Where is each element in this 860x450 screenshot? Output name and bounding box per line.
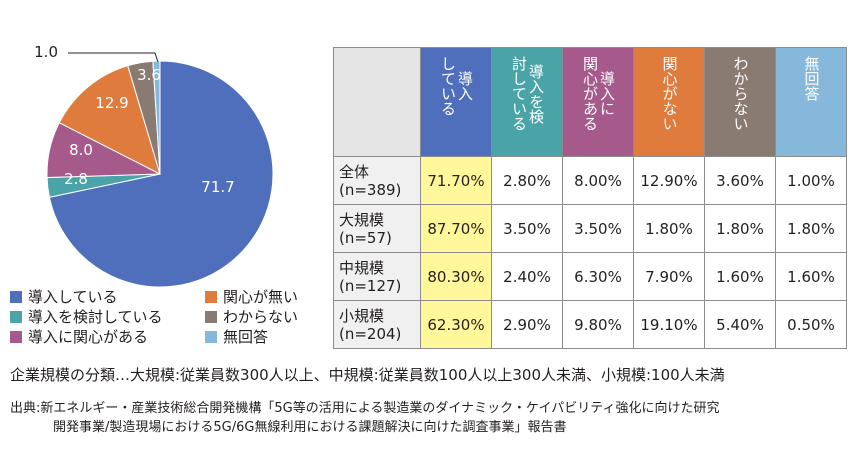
legend-swatch: [10, 331, 22, 343]
table-cell: 19.10%: [633, 300, 705, 349]
pie-chart: 71.7 2.8 8.0 12.9 3.6 1.0: [34, 43, 274, 288]
row-header: 全体 (n=389): [333, 156, 421, 205]
table-cell: 1.80%: [633, 204, 705, 253]
table-cell: 1.60%: [704, 252, 776, 301]
legend-swatch: [205, 291, 217, 303]
legend-label: 導入している: [28, 288, 118, 306]
legend-label: わからない: [223, 308, 299, 326]
table-cell: 87.70%: [420, 204, 492, 253]
table-cell: 3.50%: [491, 204, 563, 253]
table-corner: [333, 47, 421, 157]
pie-data-label-6: 1.0: [34, 43, 58, 61]
legend-swatch: [205, 311, 217, 323]
size-classification-note: 企業規模の分類…大規模:従業員数300人以上、中規模:従業員数100人以上300…: [10, 366, 725, 384]
table-row: 全体 (n=389) 71.70% 2.80% 8.00% 12.90% 3.60% 1.00…: [333, 156, 847, 205]
table-cell: 6.30%: [562, 252, 634, 301]
legend-item-5: 導入に関心がある: [10, 328, 148, 346]
table-cell: 1.60%: [775, 252, 847, 301]
table-cell: 12.90%: [633, 156, 705, 205]
column-header-4: 関心がない: [633, 47, 705, 157]
table-cell: 80.30%: [420, 252, 492, 301]
column-header-6: 無回答: [775, 47, 847, 157]
pie-data-label-2: 2.8: [64, 170, 88, 188]
table-cell: 62.30%: [420, 300, 492, 349]
table-cell: 1.80%: [775, 204, 847, 253]
pie-data-label-1: 71.7: [201, 178, 234, 196]
table-cell: 0.50%: [775, 300, 847, 349]
legend-item-1: 導入している: [10, 288, 118, 306]
row-header: 中規模 (n=127): [333, 252, 421, 301]
table-cell: 2.90%: [491, 300, 563, 349]
legend-swatch: [10, 311, 22, 323]
pie-data-label-3: 8.0: [69, 141, 93, 159]
table-cell: 71.70%: [420, 156, 492, 205]
table-cell: 2.80%: [491, 156, 563, 205]
row-header: 大規模 (n=57): [333, 204, 421, 253]
table-row: 小規模 (n=204) 62.30% 2.90% 9.80% 19.10% 5.40% 0.5…: [333, 300, 847, 349]
table-cell: 7.90%: [633, 252, 705, 301]
row-header: 小規模 (n=204): [333, 300, 421, 349]
pie-slice-4: [58, 65, 161, 175]
survey-table: 導入 している 導入を検 討している 導入に 関心がある 関心がない わからない 無回答 …: [333, 47, 847, 349]
legend-item-6: 無回答: [205, 328, 268, 346]
legend-label: 導入に関心がある: [28, 328, 149, 346]
table-row: 大規模 (n=57) 87.70% 3.50% 3.50% 1.80% 1.80% 1.80%: [333, 204, 847, 253]
table-cell: 3.50%: [562, 204, 634, 253]
column-header-3: 導入に 関心がある: [562, 47, 634, 157]
table-cell: 1.00%: [775, 156, 847, 205]
table-cell: 3.60%: [704, 156, 776, 205]
pie-slice-1: [48, 60, 274, 288]
legend-label: 無回答: [223, 328, 269, 346]
legend-swatch: [205, 331, 217, 343]
column-header-5: わからない: [704, 47, 776, 157]
legend-label: 関心が無い: [223, 288, 299, 306]
source-citation: 出典:新エネルギー・産業技術総合開発機構「5G等の活用による製造業のダイナミック…: [10, 399, 720, 437]
legend-swatch: [10, 291, 22, 303]
legend-item-2: 関心が無い: [205, 288, 298, 306]
pie-slice-6: [152, 60, 161, 175]
legend-label: 導入を検討している: [28, 308, 163, 326]
column-header-1: 導入 している: [420, 47, 492, 157]
source-line-1: 出典:新エネルギー・産業技術総合開発機構「5G等の活用による製造業のダイナミック…: [10, 401, 720, 416]
source-line-2: 開発事業/製造現場における5G/6G無線利用における課題解決に向けた調査事業」報…: [53, 420, 567, 435]
table-cell: 5.40%: [704, 300, 776, 349]
pie-data-label-5: 3.6: [137, 66, 161, 84]
table-cell: 1.80%: [704, 204, 776, 253]
table-cell: 9.80%: [562, 300, 634, 349]
table-cell: 2.40%: [491, 252, 563, 301]
table-cell: 8.00%: [562, 156, 634, 205]
table-row: 中規模 (n=127) 80.30% 2.40% 6.30% 7.90% 1.60% 1.60…: [333, 252, 847, 301]
leader-line: [68, 52, 159, 63]
legend-item-3: 導入を検討している: [10, 308, 163, 326]
pie-data-label-4: 12.9: [95, 94, 128, 112]
legend-item-4: わからない: [205, 308, 298, 326]
column-header-2: 導入を検 討している: [491, 47, 563, 157]
